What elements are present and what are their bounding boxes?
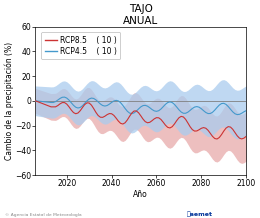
Text: 🐦aemet: 🐦aemet [187,211,213,217]
Y-axis label: Cambio de la precipitación (%): Cambio de la precipitación (%) [4,42,14,160]
Title: TAJO
ANUAL: TAJO ANUAL [123,4,158,26]
X-axis label: Año: Año [133,190,148,199]
Legend: RCP8.5    ( 10 ), RCP4.5    ( 10 ): RCP8.5 ( 10 ), RCP4.5 ( 10 ) [41,32,120,59]
Text: © Agencia Estatal de Meteorología: © Agencia Estatal de Meteorología [5,213,82,217]
